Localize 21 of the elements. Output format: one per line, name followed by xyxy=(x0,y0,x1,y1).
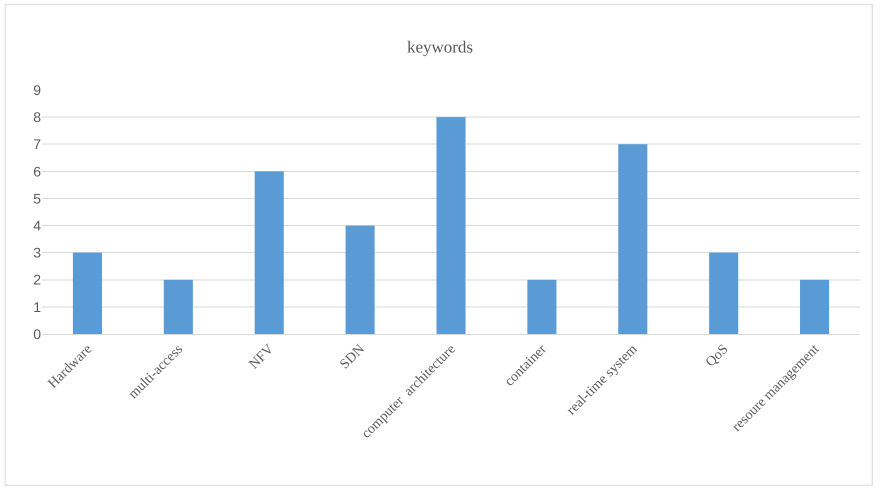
y-tick-label: 4 xyxy=(33,217,42,234)
bar xyxy=(618,144,648,334)
y-tick-label: 2 xyxy=(33,272,42,288)
y-tick-label: 3 xyxy=(33,244,42,261)
bar xyxy=(72,252,102,334)
chart-title: keywords xyxy=(406,37,474,56)
bar xyxy=(346,226,375,334)
x-tick-label: QoS xyxy=(703,342,732,370)
bar xyxy=(709,252,738,334)
y-tick-label: 8 xyxy=(33,109,42,126)
y-tick-label: 5 xyxy=(33,190,42,206)
y-tick-label: 7 xyxy=(33,136,42,152)
bar xyxy=(164,280,193,334)
bar xyxy=(254,171,284,334)
y-tick-label: 6 xyxy=(33,163,42,180)
bar xyxy=(436,117,466,334)
y-tick-label: 0 xyxy=(33,326,42,342)
y-tick-label: 9 xyxy=(33,82,42,98)
bar xyxy=(800,280,830,334)
bar xyxy=(527,280,556,334)
y-tick-label: 1 xyxy=(33,298,42,315)
